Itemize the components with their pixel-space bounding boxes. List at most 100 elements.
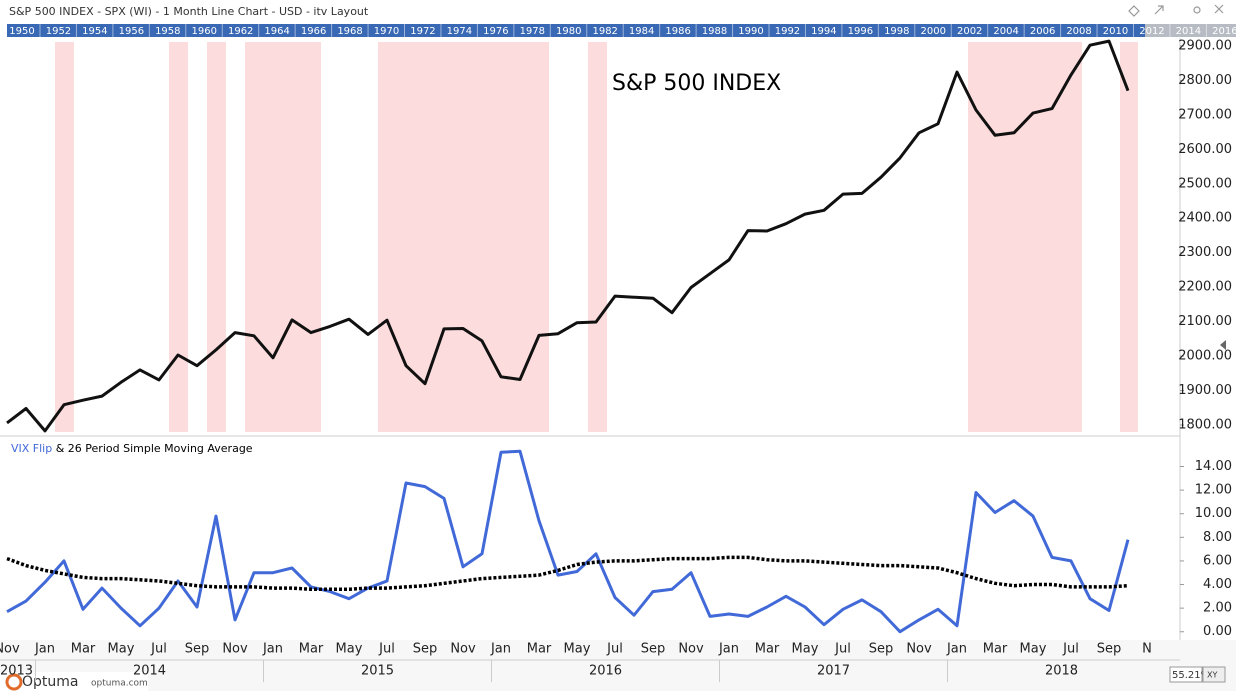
- x-tick-label: Nov: [678, 642, 704, 657]
- y-tick-label: 12.00: [1195, 483, 1232, 498]
- x-tick-label: Jan: [490, 642, 511, 657]
- year-strip-label: 1962: [228, 26, 253, 37]
- series-line: [6, 555, 1129, 592]
- year-strip-end: [1145, 24, 1236, 37]
- legend-entry: VIX Flip: [11, 442, 52, 455]
- year-strip-label: 1972: [410, 26, 435, 37]
- legend-entry: & 26 Period Simple Moving Average: [56, 442, 253, 455]
- year-strip-label: 2000: [921, 26, 946, 37]
- y-tick-label: 6.00: [1203, 553, 1232, 568]
- y-tick-label: 2100.00: [1178, 314, 1232, 329]
- year-strip-label: 1954: [82, 26, 107, 37]
- x-year-label: 2018: [1045, 664, 1078, 679]
- year-strip-label: 1964: [264, 26, 289, 37]
- x-tick-label: Mar: [527, 642, 552, 657]
- series-line: [6, 39, 1130, 433]
- year-strip-label: 1986: [665, 26, 690, 37]
- x-tick-label: Jul: [834, 642, 851, 657]
- year-strip-label: 1988: [702, 26, 727, 37]
- year-strip-label: 1950: [9, 26, 34, 37]
- year-strip-label: 1978: [520, 26, 545, 37]
- year-strip-label: 1990: [738, 26, 763, 37]
- year-strip-label: 1952: [46, 26, 71, 37]
- zoom-box[interactable]: [1169, 666, 1203, 683]
- x-tick-label: Mar: [71, 642, 96, 657]
- year-strip-labels: 1950 1952 1954 1956 1958 1960 1962 1964 1966 1968…: [9, 26, 1236, 37]
- y-tick-label: 0.00: [1203, 624, 1232, 639]
- x-tick-label: Nov: [906, 642, 932, 657]
- x-tick-label: Jan: [718, 642, 739, 657]
- y-tick-label: 14.00: [1195, 459, 1232, 474]
- y-tick-label: 2.00: [1203, 601, 1232, 616]
- x-tick-label: Nov: [450, 642, 476, 657]
- annotation: S&P 500 INDEX: [612, 71, 781, 96]
- y-tick-label: 1800.00: [1178, 418, 1232, 433]
- x-tick-label: May: [792, 642, 819, 657]
- y-tick-label: 2500.00: [1178, 176, 1232, 191]
- x-tick-label: Jan: [34, 642, 55, 657]
- x-tick-label: May: [1020, 642, 1047, 657]
- y-tick-label: 2300.00: [1178, 245, 1232, 260]
- year-strip-label: 1984: [629, 26, 654, 37]
- y-tick-label: 2600.00: [1178, 142, 1232, 157]
- x-axis-area: [0, 640, 1236, 691]
- toolbar[interactable]: [1128, 4, 1224, 17]
- year-strip-label: 1966: [301, 26, 326, 37]
- y-tick-label: 8.00: [1203, 530, 1232, 545]
- year-strip-label: 1974: [447, 26, 472, 37]
- x-tick-label: Sep: [641, 642, 666, 657]
- legend: VIX Flip & 26 Period Simple Moving Avera…: [11, 442, 253, 455]
- year-strip-label: 2014: [1176, 26, 1201, 37]
- x-tick-label: Mar: [299, 642, 324, 657]
- x-tick-label: Jul: [150, 642, 167, 657]
- x-tick-label: Nov: [0, 642, 20, 657]
- year-strip-label: 1998: [884, 26, 909, 37]
- zoom: 55.21%: [1172, 670, 1210, 681]
- x-year-label: 2017: [817, 664, 850, 679]
- mode-box[interactable]: [1202, 666, 1226, 683]
- x-tick-label: Jan: [262, 642, 283, 657]
- x-tick-label: Jul: [606, 642, 623, 657]
- x-tick-label: Sep: [413, 642, 438, 657]
- y-tick-label: 2400.00: [1178, 211, 1232, 226]
- x-tick-label: Jul: [1062, 642, 1079, 657]
- year-strip-label: 2012: [1139, 26, 1164, 37]
- year-strip: [7, 24, 1145, 37]
- x-tick-label: Jul: [378, 642, 395, 657]
- x-tick-label: Sep: [869, 642, 894, 657]
- year-strip-label: 2010: [1103, 26, 1128, 37]
- y-tick-label: 2800.00: [1178, 73, 1232, 88]
- x-tick-label: May: [108, 642, 135, 657]
- y-tick-label: 2000.00: [1178, 349, 1232, 364]
- year-strip-label: 1976: [483, 26, 508, 37]
- shaded-regions: [55, 42, 1138, 432]
- y-tick-label: 4.00: [1203, 577, 1232, 592]
- x-tick-label: N: [1142, 642, 1152, 657]
- x-tick-label: Sep: [1097, 642, 1122, 657]
- y-tick-label: 10.00: [1195, 506, 1232, 521]
- x-tick-label: Nov: [222, 642, 248, 657]
- header-title: S&P 500 INDEX - SPX (WI) - 1 Month Line …: [9, 5, 369, 18]
- logo-text: Optuma: [22, 674, 79, 690]
- year-strip-label: 2002: [957, 26, 982, 37]
- logo: Optuma optuma.com: [0, 672, 148, 691]
- x-tick-label: Mar: [755, 642, 780, 657]
- collapse-arrow[interactable]: [1220, 340, 1226, 350]
- year-strip-label: 1958: [155, 26, 180, 37]
- year-strip-label: 1994: [811, 26, 836, 37]
- y-tick-label: 2200.00: [1178, 280, 1232, 295]
- year-strip-label: 2004: [993, 26, 1018, 37]
- x-tick-label: May: [336, 642, 363, 657]
- year-strip-label: 2006: [1030, 26, 1055, 37]
- x-tick-label: Mar: [983, 642, 1008, 657]
- year-strip-label: 2016: [1212, 26, 1236, 37]
- year-strip-label: 1996: [848, 26, 873, 37]
- year-strip-label: 1968: [337, 26, 362, 37]
- y-tick-label: 1900.00: [1178, 383, 1232, 398]
- year-strip-label: 1980: [556, 26, 581, 37]
- year-strip-label: 1992: [775, 26, 800, 37]
- y-tick-label: 2700.00: [1178, 107, 1232, 122]
- year-strip-label: 1956: [119, 26, 144, 37]
- x-tick-label: Sep: [185, 642, 210, 657]
